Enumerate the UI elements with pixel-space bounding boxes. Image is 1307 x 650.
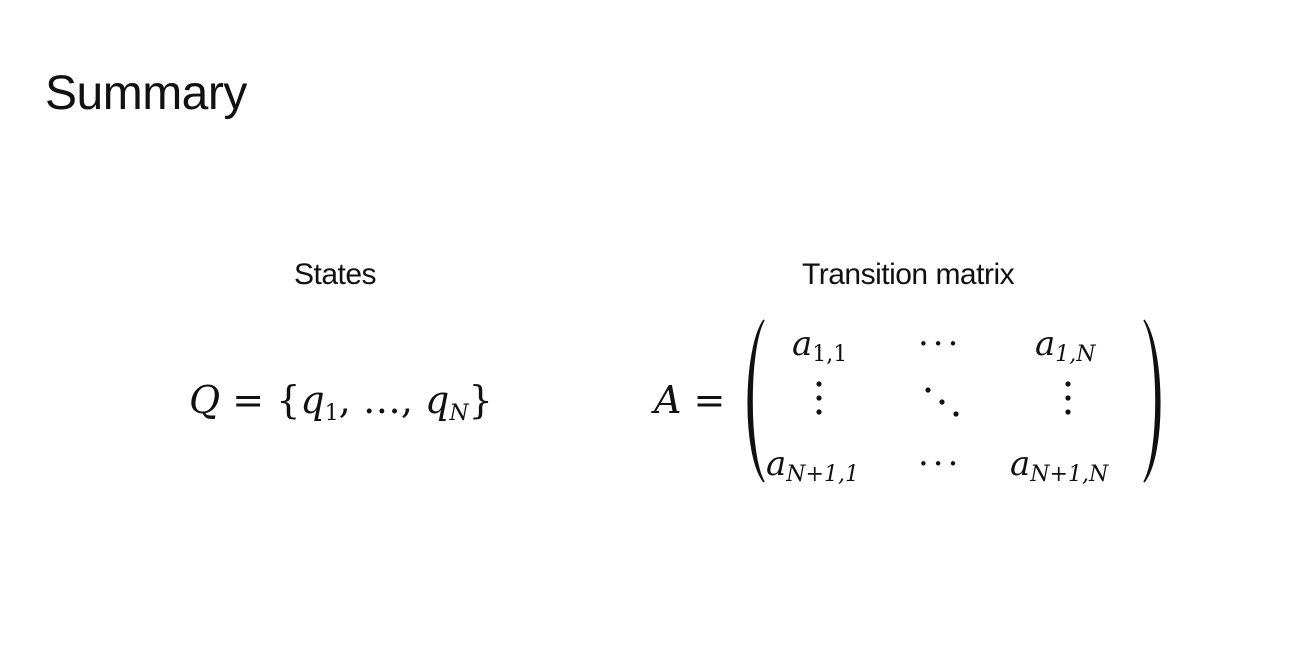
slide-title: Summary	[45, 67, 247, 120]
matrix-var: a	[1010, 444, 1031, 484]
states-q-last-sub: N	[449, 401, 469, 426]
matrix-cell-r1c1: a1,1	[792, 324, 847, 367]
transition-equals: =	[693, 378, 726, 422]
matrix-left-paren	[738, 318, 768, 484]
transition-lhs: A	[654, 378, 682, 422]
states-q-first: q	[300, 378, 325, 422]
matrix-cell-r3c2: ···	[918, 444, 963, 484]
transition-heading: Transition matrix	[802, 258, 1015, 291]
matrix-cell-r3c1: aN+1,1	[766, 444, 859, 487]
states-sep-2: ,	[400, 378, 426, 422]
states-open-brace: {	[276, 378, 301, 422]
matrix-sub: 1,1	[812, 342, 848, 367]
matrix-ddots	[922, 378, 968, 424]
transition-lhs-equation: A =	[654, 378, 725, 422]
states-equals: =	[232, 378, 265, 422]
states-lhs: Q	[189, 378, 221, 422]
states-q-last: q	[425, 378, 450, 422]
matrix-cell-r1c3: a1,N	[1035, 324, 1096, 367]
states-heading: States	[294, 258, 377, 291]
matrix-sub: N+1,N	[1030, 462, 1109, 487]
states-equation: Q = {q1, …, qN}	[189, 378, 493, 426]
states-ellipsis: …	[362, 378, 401, 422]
matrix-sub: 1,N	[1055, 342, 1096, 367]
matrix-cell-r3c3: aN+1,N	[1010, 444, 1108, 487]
matrix-vdots-left	[813, 378, 825, 424]
matrix-var: a	[1035, 324, 1056, 364]
states-q-first-sub: 1	[324, 401, 339, 426]
matrix-var: a	[766, 444, 787, 484]
states-close-brace: }	[468, 378, 493, 422]
matrix-cell-r1c2: ···	[918, 324, 963, 364]
matrix-sub: N+1,1	[786, 462, 859, 487]
states-sep-1: ,	[338, 378, 363, 422]
matrix-vdots-right	[1062, 378, 1074, 424]
matrix-right-paren	[1140, 318, 1170, 484]
matrix-var: a	[792, 324, 813, 364]
